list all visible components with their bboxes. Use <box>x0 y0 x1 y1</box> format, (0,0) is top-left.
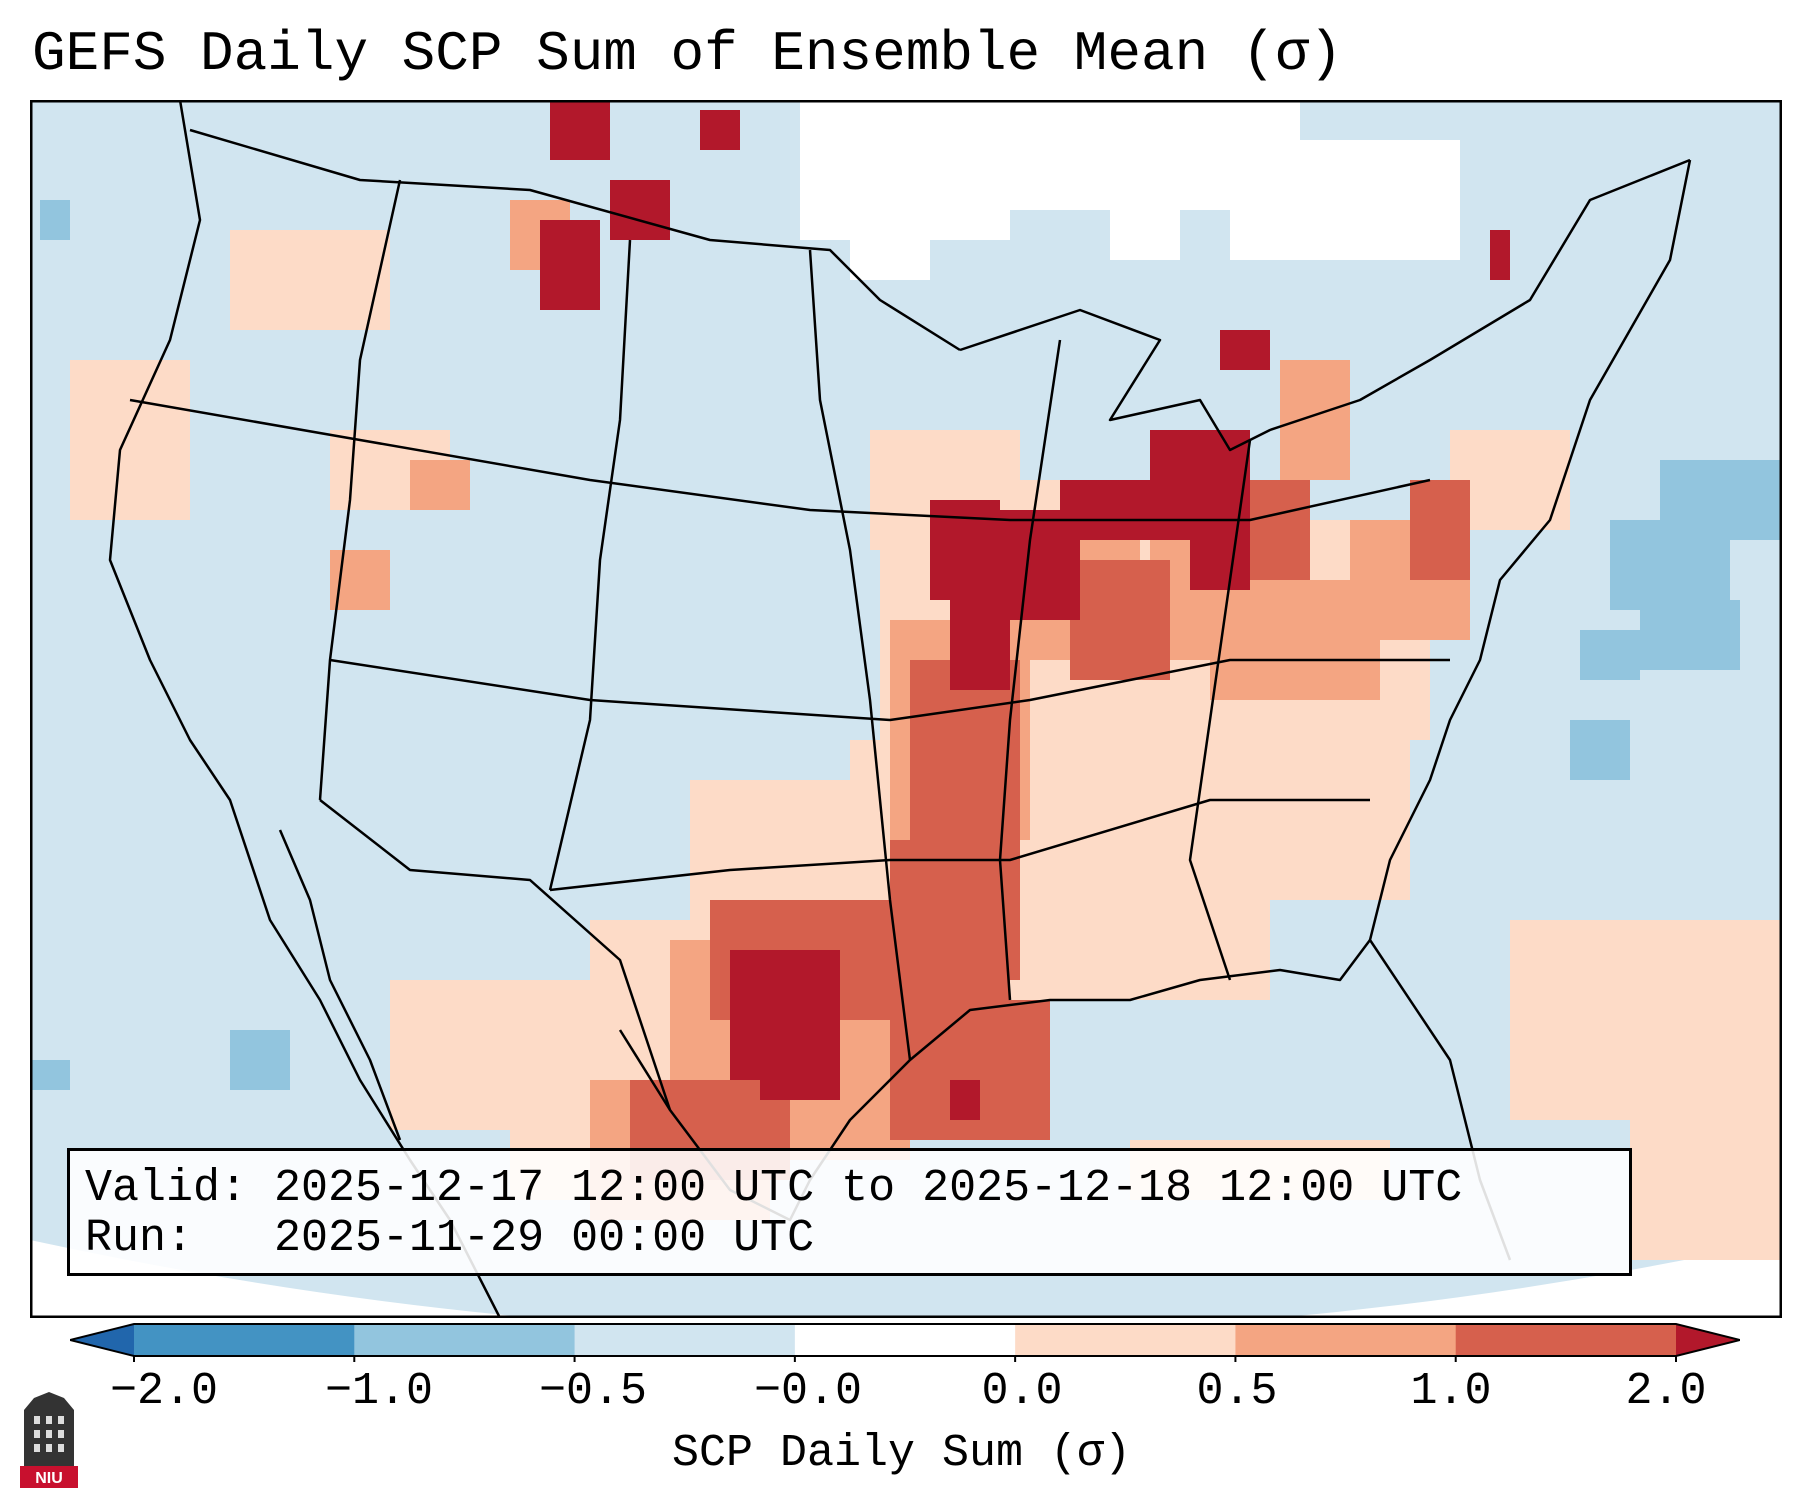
map-panel <box>30 100 1782 1318</box>
tick-label: −1.0 <box>324 1366 434 1417</box>
states-vertical-2 <box>548 239 632 891</box>
colorbar <box>70 1323 1740 1362</box>
colorbar-segment <box>1235 1324 1457 1356</box>
near-zero-patches <box>800 100 1460 280</box>
states-horizontal-3 <box>549 798 1370 892</box>
tick-label: 1.0 <box>1410 1366 1492 1417</box>
logo-text: NIU <box>35 1470 63 1487</box>
states-vertical-4 <box>998 339 1062 1001</box>
states-horizontal-2 <box>329 658 1450 722</box>
map-frame <box>30 100 1782 1318</box>
boundaries <box>108 100 1692 1318</box>
negative-anomaly-areas <box>30 200 1782 1090</box>
niu-logo: NIU <box>20 1392 78 1488</box>
atlantic-coast <box>1368 159 1692 1261</box>
colorbar-segment <box>134 1324 355 1356</box>
colorbar-segment <box>1015 1324 1236 1356</box>
canada-border <box>189 128 961 352</box>
colorbar-segment <box>574 1324 796 1356</box>
states-vertical-1 <box>318 179 402 801</box>
extreme-positive-areas <box>540 100 1510 1120</box>
tick-label: −0.5 <box>538 1366 648 1417</box>
states-vertical-5 <box>1188 439 1252 981</box>
tick-label: 2.0 <box>1625 1366 1707 1417</box>
tick-label: 0.0 <box>981 1366 1063 1417</box>
valid-time-text: Valid: 2025-12-17 12:00 UTC to 2025-12-1… <box>85 1163 1463 1214</box>
tick-label: −0.0 <box>753 1366 863 1417</box>
colorbar-segment <box>794 1324 1016 1356</box>
logo-banner <box>20 1466 78 1488</box>
figure-title: GEFS Daily SCP Sum of Ensemble Mean (σ) <box>32 22 1343 86</box>
colorbar-segment <box>354 1324 576 1356</box>
colorbar-segment <box>1455 1324 1677 1356</box>
logo-tower-shape <box>24 1392 74 1466</box>
colorbar-extend-low <box>70 1324 134 1356</box>
tick-label: 0.5 <box>1196 1366 1278 1417</box>
valid-run-info-box: Valid: 2025-12-17 12:00 UTC to 2025-12-1… <box>67 1148 1632 1276</box>
mexico-border <box>319 799 672 1111</box>
run-time-text: Run: 2025-11-29 00:00 UTC <box>85 1213 815 1264</box>
tick-label: −2.0 <box>109 1366 219 1417</box>
baja-peninsula <box>278 829 402 1141</box>
colorbar-label: SCP Daily Sum (σ) <box>671 1428 1132 1479</box>
states-vertical-3 <box>808 249 912 1061</box>
colorbar-extend-high <box>1676 1324 1740 1356</box>
coastline-west <box>108 100 502 1318</box>
states-horizontal-1 <box>129 398 1431 522</box>
